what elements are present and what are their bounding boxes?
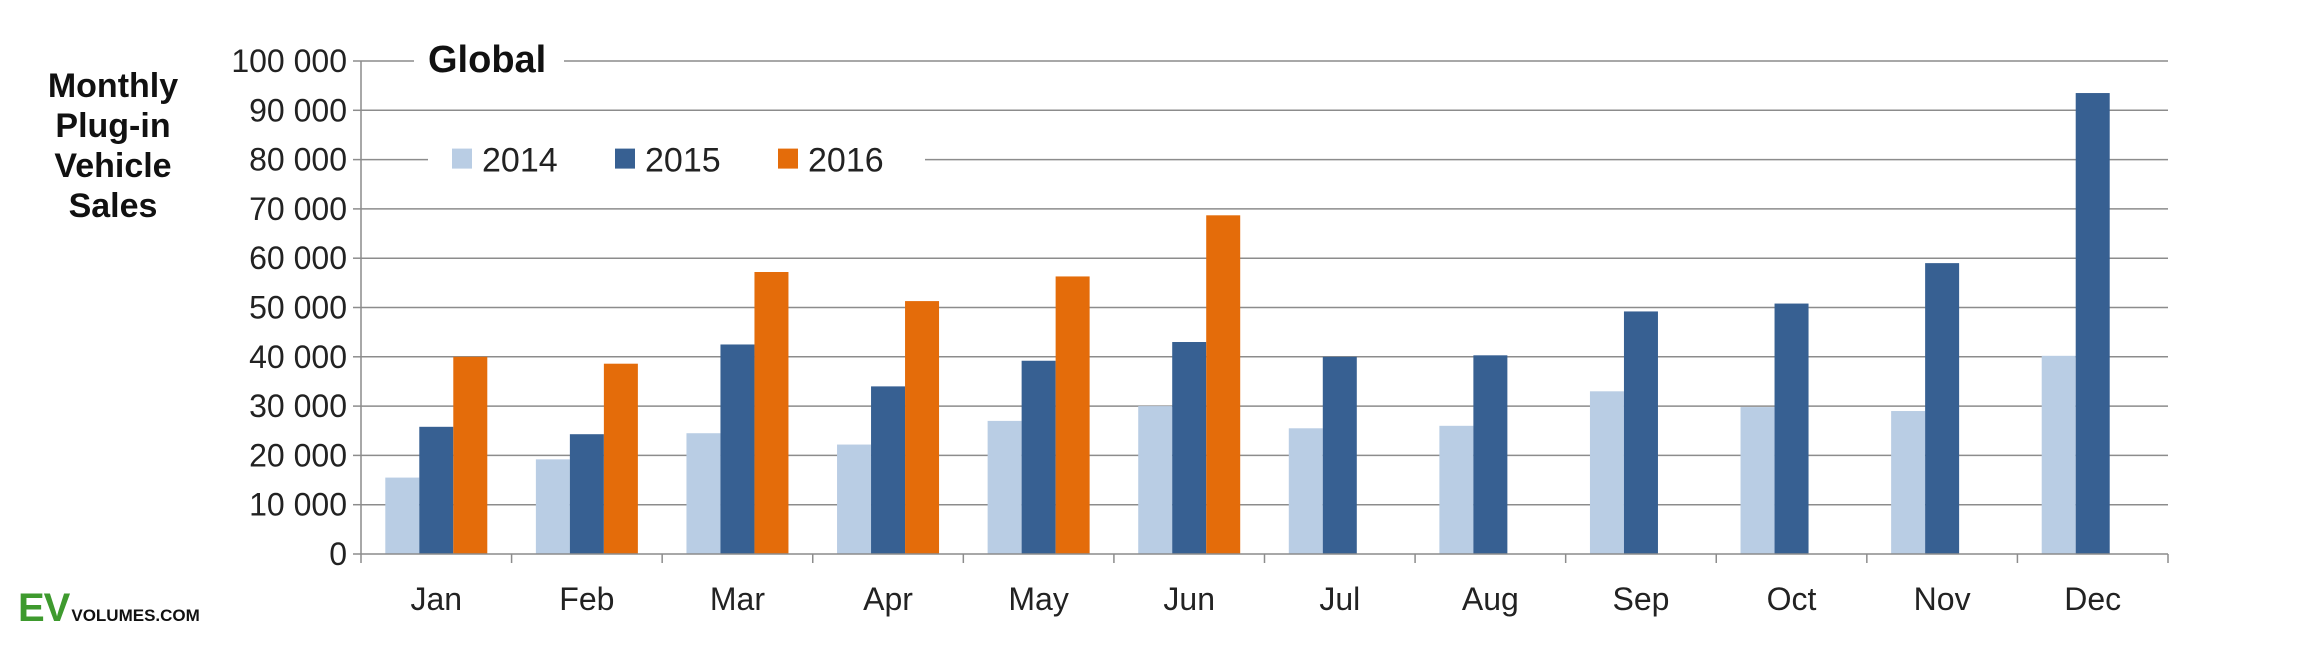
y-axis-title-line-1: Monthly xyxy=(47,67,179,105)
legend-backing xyxy=(428,135,925,184)
chart-title-group: Global xyxy=(414,39,564,83)
legend-label-2015: 2015 xyxy=(645,142,721,180)
bar-2015-jun xyxy=(1172,342,1207,554)
bar-2014-dec xyxy=(2041,355,2076,554)
bar-2014-jan xyxy=(385,477,420,554)
bar-2015-mar xyxy=(720,344,755,554)
y-tick-label-4: 40 000 xyxy=(249,339,347,375)
x-tick-label-apr: Apr xyxy=(863,581,913,617)
bar-2014-sep xyxy=(1589,391,1624,554)
chart-title: Global xyxy=(428,39,546,81)
y-tick-label-6: 60 000 xyxy=(249,240,347,276)
x-tick-label-dec: Dec xyxy=(2064,581,2121,617)
x-tick-label-jun: Jun xyxy=(1163,581,1215,617)
y-tick-label-2: 20 000 xyxy=(249,437,347,473)
bar-2015-nov xyxy=(1925,263,1960,554)
bar-2014-may xyxy=(987,420,1022,554)
bars xyxy=(385,93,2110,555)
logo-volumes: VOLUMES.COM xyxy=(71,606,200,625)
bar-2014-jul xyxy=(1288,428,1323,554)
x-tick-label-jul: Jul xyxy=(1319,581,1360,617)
y-tick-label-1: 10 000 xyxy=(249,487,347,523)
y-tick-label-8: 80 000 xyxy=(249,142,347,178)
bar-2015-apr xyxy=(871,386,906,554)
bar-2015-sep xyxy=(1623,311,1658,554)
gridlines xyxy=(361,60,2168,506)
x-tick-label-jan: Jan xyxy=(410,581,462,617)
bar-2014-nov xyxy=(1891,411,1926,554)
bar-2014-apr xyxy=(837,444,872,554)
ev-volumes-logo: EV VOLUMES.COM xyxy=(18,586,200,631)
y-tick-label-7: 70 000 xyxy=(249,191,347,227)
bar-2016-apr xyxy=(905,301,940,554)
bar-2016-jun xyxy=(1206,215,1241,554)
legend-swatch-2015 xyxy=(615,148,635,169)
bar-2014-jun xyxy=(1138,406,1173,554)
logo-ev: EV xyxy=(18,586,70,630)
bar-2016-jan xyxy=(453,356,488,554)
axes xyxy=(353,60,2169,563)
y-tick-label-3: 30 000 xyxy=(249,388,347,424)
x-tick-labels: Jan Feb Mar Apr May Jun Jul Aug Sep Oct Nov Dec xyxy=(410,581,2121,617)
bar-2015-dec xyxy=(2075,93,2110,555)
bar-2015-feb xyxy=(569,434,604,554)
legend-label-2014: 2014 xyxy=(482,142,558,180)
bar-2015-jan xyxy=(419,426,454,554)
bar-2015-jul xyxy=(1322,356,1357,554)
y-axis-title-line-4: Sales xyxy=(68,187,158,225)
x-tick-label-may: May xyxy=(1008,581,1068,617)
bar-2016-may xyxy=(1055,276,1090,554)
bar-2016-feb xyxy=(603,363,638,554)
bar-2014-aug xyxy=(1439,425,1474,554)
legend-label-2016: 2016 xyxy=(808,142,884,180)
chart-title-backing xyxy=(414,39,564,83)
legend: 2014 2015 2016 xyxy=(428,135,925,184)
bar-2014-mar xyxy=(686,433,721,554)
x-tick-label-oct: Oct xyxy=(1767,581,1817,617)
y-tick-label-5: 50 000 xyxy=(249,290,347,326)
x-tick-label-aug: Aug xyxy=(1462,581,1519,617)
bar-2014-feb xyxy=(535,459,570,554)
legend-swatch-2014 xyxy=(452,148,472,169)
y-tick-label-10: 100 000 xyxy=(231,43,347,79)
y-axis-title: Monthly Plug-in Vehicle Sales xyxy=(18,66,208,226)
y-axis-title-line-2: Plug-in xyxy=(55,107,171,145)
y-tick-label-9: 90 000 xyxy=(249,92,347,128)
x-tick-label-nov: Nov xyxy=(1914,581,1971,617)
bar-2014-oct xyxy=(1740,407,1775,554)
legend-swatch-2016 xyxy=(778,148,798,169)
x-tick-label-mar: Mar xyxy=(710,581,765,617)
bar-2015-aug xyxy=(1473,355,1508,554)
y-tick-labels: 0 10 000 20 000 30 000 40 000 50 000 60 000 70 … xyxy=(231,43,347,572)
y-tick-label-0: 0 xyxy=(329,536,347,572)
x-tick-label-sep: Sep xyxy=(1612,581,1669,617)
x-tick-label-feb: Feb xyxy=(559,581,614,617)
bar-2016-mar xyxy=(754,272,789,554)
bar-2015-may xyxy=(1021,360,1056,554)
y-axis-title-line-3: Vehicle xyxy=(54,147,172,185)
bar-2015-oct xyxy=(1774,303,1809,554)
